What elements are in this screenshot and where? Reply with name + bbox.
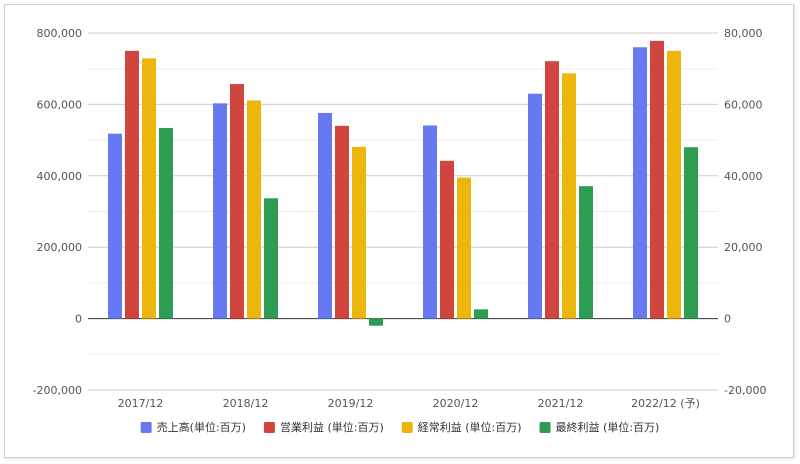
category-label: 2022/12 (予) (631, 397, 700, 410)
category-label: 2020/12 (433, 397, 479, 410)
legend-swatch (263, 422, 275, 433)
legend-label: 経常利益 (単位:百万) (418, 420, 522, 434)
category-label: 2019/12 (328, 397, 374, 410)
right-tick-label: 40,000 (724, 170, 763, 183)
category-label: 2021/12 (538, 397, 584, 410)
left-tick-label: -200,000 (33, 384, 82, 397)
bar-1-2018/12 (213, 103, 227, 319)
bar-1-2022/12 (予) (633, 47, 647, 319)
left-tick-label: 200,000 (37, 241, 83, 254)
bar-2-2017/12 (125, 50, 139, 319)
bars (108, 40, 698, 326)
bar-4-2017/12 (159, 127, 173, 319)
bar-1-2020/12 (423, 125, 437, 319)
right-tick-label: 0 (724, 313, 731, 326)
category-label: 2017/12 (118, 397, 164, 410)
bar-3-2018/12 (247, 100, 261, 319)
bar-3-2022/12 (予) (667, 50, 681, 319)
left-axis-tick-labels: -200,000 0 200,000 400,000 600,000 800,000 (33, 27, 82, 397)
left-tick-label: 400,000 (37, 170, 83, 183)
bar-3-2017/12 (142, 58, 156, 319)
grid-lines (88, 32, 718, 391)
left-tick-label: 0 (75, 313, 82, 326)
legend-swatch (401, 422, 413, 433)
bar-2-2021/12 (545, 61, 559, 319)
right-axis-tick-labels: -20,000 0 20,000 40,000 60,000 80,000 (724, 27, 766, 397)
bar-3-2020/12 (457, 177, 471, 319)
category-label: 2018/12 (223, 397, 269, 410)
legend: 売上高(単位:百万) 営業利益 (単位:百万) 経常利益 (単位:百万) 最終利益 (… (140, 420, 660, 434)
right-tick-label: 60,000 (724, 98, 763, 111)
legend-label: 最終利益 (単位:百万) (556, 420, 660, 434)
bar-4-2018/12 (264, 198, 278, 319)
legend-swatch (539, 422, 551, 433)
right-tick-label: 20,000 (724, 241, 763, 254)
bar-1-2021/12 (528, 93, 542, 319)
bar-3-2021/12 (562, 73, 576, 319)
bar-2-2022/12 (予) (650, 40, 664, 319)
legend-label: 営業利益 (単位:百万) (280, 420, 384, 434)
bar-2-2018/12 (230, 84, 244, 319)
bar-4-2022/12 (予) (684, 147, 698, 319)
category-labels: 2017/12 2018/12 2019/12 2020/12 2021/12 2022/… (118, 397, 700, 410)
bar-3-2019/12 (352, 146, 366, 319)
bar-4-2020/12 (474, 309, 488, 319)
bar-2-2020/12 (440, 160, 454, 319)
left-tick-label: 600,000 (37, 98, 83, 111)
legend-swatch (140, 422, 152, 433)
bar-4-2019/12 (369, 318, 383, 326)
bar-1-2017/12 (108, 133, 122, 319)
bar-1-2019/12 (318, 112, 332, 319)
bar-2-2019/12 (335, 125, 349, 319)
bar-4-2021/12 (579, 186, 593, 319)
legend-label: 売上高(単位:百万) (157, 420, 246, 434)
left-tick-label: 800,000 (37, 27, 83, 40)
right-tick-label: 80,000 (724, 27, 763, 40)
right-tick-label: -20,000 (724, 384, 766, 397)
